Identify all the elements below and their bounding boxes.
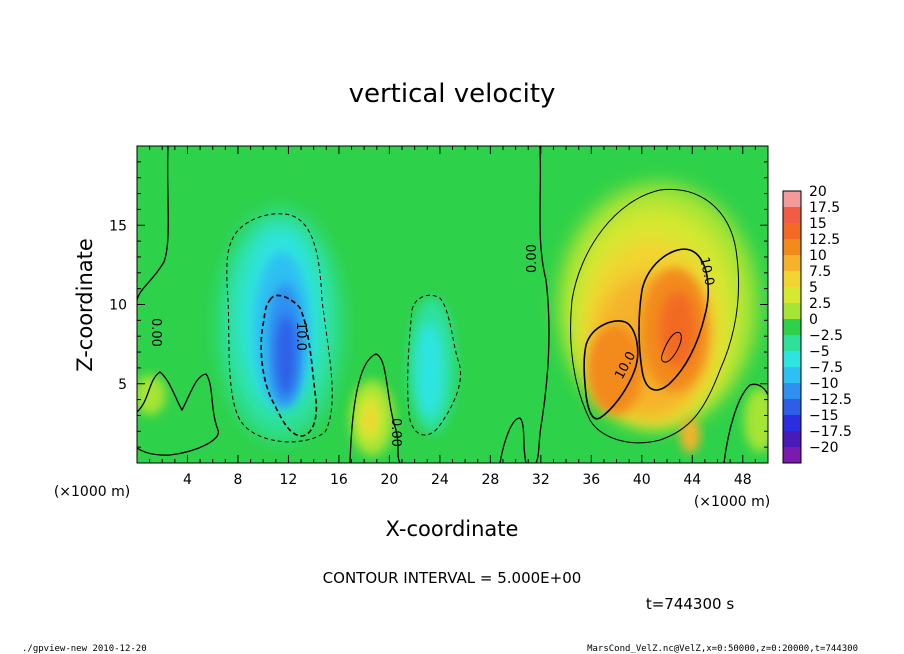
heatmap-bottom-left-patch bbox=[137, 375, 166, 415]
colorbar-label: 15 bbox=[809, 216, 827, 232]
colorbar-label: −20 bbox=[809, 440, 839, 456]
x-tick-label: 20 bbox=[380, 472, 398, 488]
heatmap-right-region-7 bbox=[660, 292, 696, 368]
colorbar-label: 5 bbox=[809, 280, 818, 296]
colorbar-swatch bbox=[783, 335, 801, 351]
heatmap-left-region-5 bbox=[276, 315, 296, 395]
x-axis-unit-left: (×1000 m) bbox=[54, 484, 130, 500]
colorbar-label: 7.5 bbox=[809, 264, 831, 280]
contour-positive-core bbox=[661, 331, 682, 363]
colorbar-labels: 2017.51512.5107.552.50−2.5−5−7.5−10−12.5… bbox=[809, 184, 852, 456]
contour-zero-bottom-left bbox=[137, 371, 219, 456]
colorbar-swatch bbox=[783, 447, 801, 463]
contour-zero-small-peak bbox=[349, 353, 401, 463]
colorbar-label: 0 bbox=[809, 312, 818, 328]
x-tick-label: 40 bbox=[633, 472, 651, 488]
heatmap-right-region-8 bbox=[680, 417, 700, 453]
contour-negative-left-inner bbox=[260, 294, 318, 437]
y-tick-label: 10 bbox=[109, 298, 127, 314]
contour-interval-text: CONTOUR INTERVAL = 5.000E+00 bbox=[323, 569, 582, 587]
contour-label-zero-center: 0.00 bbox=[525, 244, 540, 273]
contour-label-zero-left: 0.00 bbox=[148, 318, 163, 347]
colorbar-boxes bbox=[782, 190, 802, 464]
colorbar-label: −5 bbox=[809, 344, 830, 360]
colorbar-label: −10 bbox=[809, 376, 839, 392]
colorbar-swatch bbox=[783, 431, 801, 447]
heatmap-right-region-5 bbox=[587, 325, 643, 415]
contour-label-ten-right: 10.0 bbox=[696, 256, 717, 287]
colorbar-swatch bbox=[783, 319, 801, 335]
colorbar-label: 20 bbox=[809, 184, 827, 200]
colorbar-label: 17.5 bbox=[809, 200, 840, 216]
x-tick-label: 24 bbox=[431, 472, 449, 488]
x-tick-label: 16 bbox=[330, 472, 348, 488]
colorbar-swatch bbox=[783, 383, 801, 399]
y-tick-labels: 5 10 15 bbox=[109, 218, 127, 393]
x-tick-marks bbox=[149, 146, 756, 463]
x-tick-label: 48 bbox=[734, 472, 752, 488]
contour-negative-left-outer bbox=[226, 213, 333, 443]
colorbar-label: −2.5 bbox=[809, 328, 843, 344]
x-axis-unit-right: (×1000 m) bbox=[694, 494, 770, 510]
time-text: t=744300 s bbox=[646, 595, 734, 613]
heatmap-updraft-small-3 bbox=[364, 407, 376, 433]
y-axis: 5 10 15 Z-coordinate bbox=[73, 161, 768, 448]
colorbar-swatch bbox=[783, 303, 801, 319]
y-tick-label: 5 bbox=[118, 377, 127, 393]
x-tick-label: 36 bbox=[582, 472, 600, 488]
colorbar-swatch bbox=[783, 415, 801, 431]
x-axis-label: X-coordinate bbox=[386, 517, 519, 541]
colorbar-label: 12.5 bbox=[809, 232, 840, 248]
colorbar-label: −12.5 bbox=[809, 392, 852, 408]
colorbar-swatch bbox=[783, 367, 801, 383]
footer-left: ./gpview-new 2010-12-20 bbox=[22, 644, 147, 654]
contour-label-ten-negative: 10.0 bbox=[293, 322, 308, 351]
colorbar-label: −7.5 bbox=[809, 360, 843, 376]
heatmap-fields bbox=[137, 183, 768, 456]
contour-label-zero-small: 0.00 bbox=[388, 418, 403, 447]
y-axis-label: Z-coordinate bbox=[73, 238, 97, 372]
plot-area: 0.00 0.00 0.00 10.0 10.0 10.0 bbox=[136, 145, 769, 464]
colorbar-swatch bbox=[783, 287, 801, 303]
x-tick-labels: 4 8 12 16 20 24 28 32 36 40 44 48 bbox=[183, 472, 752, 488]
x-tick-label: 28 bbox=[481, 472, 499, 488]
contour-label-layer: 0.00 0.00 0.00 10.0 10.0 10.0 bbox=[148, 244, 717, 447]
contour-lines bbox=[137, 146, 768, 463]
contour-positive-right-lobe bbox=[638, 248, 710, 391]
colorbar-swatch bbox=[783, 351, 801, 367]
colorbar-label: 10 bbox=[809, 248, 827, 264]
contour-negative-mid bbox=[407, 294, 462, 436]
colorbar-label: −17.5 bbox=[809, 424, 852, 440]
contour-zero-bottom-right bbox=[723, 383, 768, 463]
chart-title: vertical velocity bbox=[349, 79, 556, 109]
x-tick-label: 12 bbox=[280, 472, 298, 488]
y-tick-label: 15 bbox=[109, 218, 127, 234]
colorbar: 2017.51512.5107.552.50−2.5−5−7.5−10−12.5… bbox=[782, 184, 852, 464]
contour-positive-left-lobe bbox=[583, 320, 639, 420]
colorbar-frame bbox=[782, 190, 802, 464]
colorbar-swatch bbox=[783, 255, 801, 271]
colorbar-swatch bbox=[783, 207, 801, 223]
colorbar-swatch bbox=[783, 399, 801, 415]
colorbar-swatch bbox=[783, 223, 801, 239]
x-tick-label: 8 bbox=[233, 472, 242, 488]
heatmap-mid-region-2 bbox=[416, 322, 444, 418]
colorbar-label: 2.5 bbox=[809, 296, 831, 312]
x-tick-label: 44 bbox=[683, 472, 701, 488]
y-tick-marks bbox=[137, 161, 768, 448]
contour-zero-left bbox=[137, 146, 169, 301]
contour-zero-center bbox=[535, 146, 550, 463]
colorbar-swatch bbox=[783, 239, 801, 255]
x-tick-label: 32 bbox=[532, 472, 550, 488]
colorbar-label: −15 bbox=[809, 408, 839, 424]
colorbar-swatch bbox=[783, 271, 801, 287]
contour-zero-bumps bbox=[499, 417, 527, 463]
heatmap-bottom-right-patch bbox=[744, 388, 768, 452]
footer-right: MarsCond_VelZ.nc@VelZ,x=0:50000,z=0:2000… bbox=[587, 644, 858, 654]
x-axis: 4 8 12 16 20 24 28 32 36 40 44 48 (×1000 m) (×1000 … bbox=[54, 146, 770, 541]
x-tick-label: 4 bbox=[183, 472, 192, 488]
contour-positive-outer bbox=[570, 188, 740, 444]
colorbar-swatch bbox=[783, 191, 801, 207]
